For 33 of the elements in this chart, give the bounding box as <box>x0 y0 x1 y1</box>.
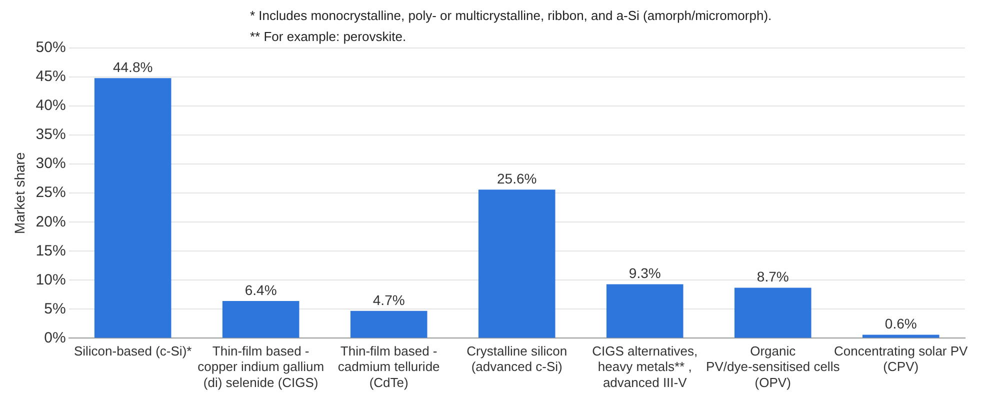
bar <box>94 78 172 338</box>
y-tick-label: 10% <box>36 271 66 288</box>
y-tick-label: 25% <box>36 184 66 202</box>
data-label: 6.4% <box>244 282 277 298</box>
bar <box>222 301 300 338</box>
x-tick-label: Silicon-based (c-Si)* <box>74 344 192 359</box>
y-axis-title: Market share <box>11 152 28 234</box>
y-tick-label: 45% <box>36 68 66 86</box>
data-label: 25.6% <box>497 170 537 186</box>
y-tick-label: 30% <box>36 155 66 172</box>
y-tick-label: 15% <box>36 242 66 260</box>
data-label: 4.7% <box>372 292 405 308</box>
y-tick-label: 0% <box>44 329 66 346</box>
data-label: 44.8% <box>112 59 153 76</box>
bar <box>862 334 940 338</box>
y-tick-label: 35% <box>36 126 66 144</box>
x-tick-label: Thin-film based - cadmium telluride (CdTe) <box>338 344 440 390</box>
bar <box>734 288 812 338</box>
x-tick-label: Crystalline silicon (advanced c-Si) <box>466 344 568 374</box>
x-tick-label: Thin-film based - copper indium gallium (di) selenide (CIGS) <box>198 344 324 390</box>
bar <box>478 190 556 338</box>
y-tick-label: 40% <box>36 97 66 114</box>
bar <box>350 310 428 338</box>
text: ** For example: perovskite. <box>250 29 406 44</box>
x-tick-label: CIGS alternatives, heavy metals** , advanced III-V <box>592 344 698 390</box>
y-tick-label: 20% <box>36 213 66 230</box>
data-label: 8.7% <box>756 268 789 285</box>
data-label: 9.3% <box>628 265 661 282</box>
data-label: 0.6% <box>884 316 917 332</box>
bar <box>606 284 684 338</box>
text: * Includes monocrystalline, poly- or multicrystalline, ribbon, and a-Si (amorph/micromorph). <box>250 8 772 24</box>
y-tick-label: 50% <box>36 39 66 56</box>
y-tick-label: 5% <box>44 300 66 318</box>
